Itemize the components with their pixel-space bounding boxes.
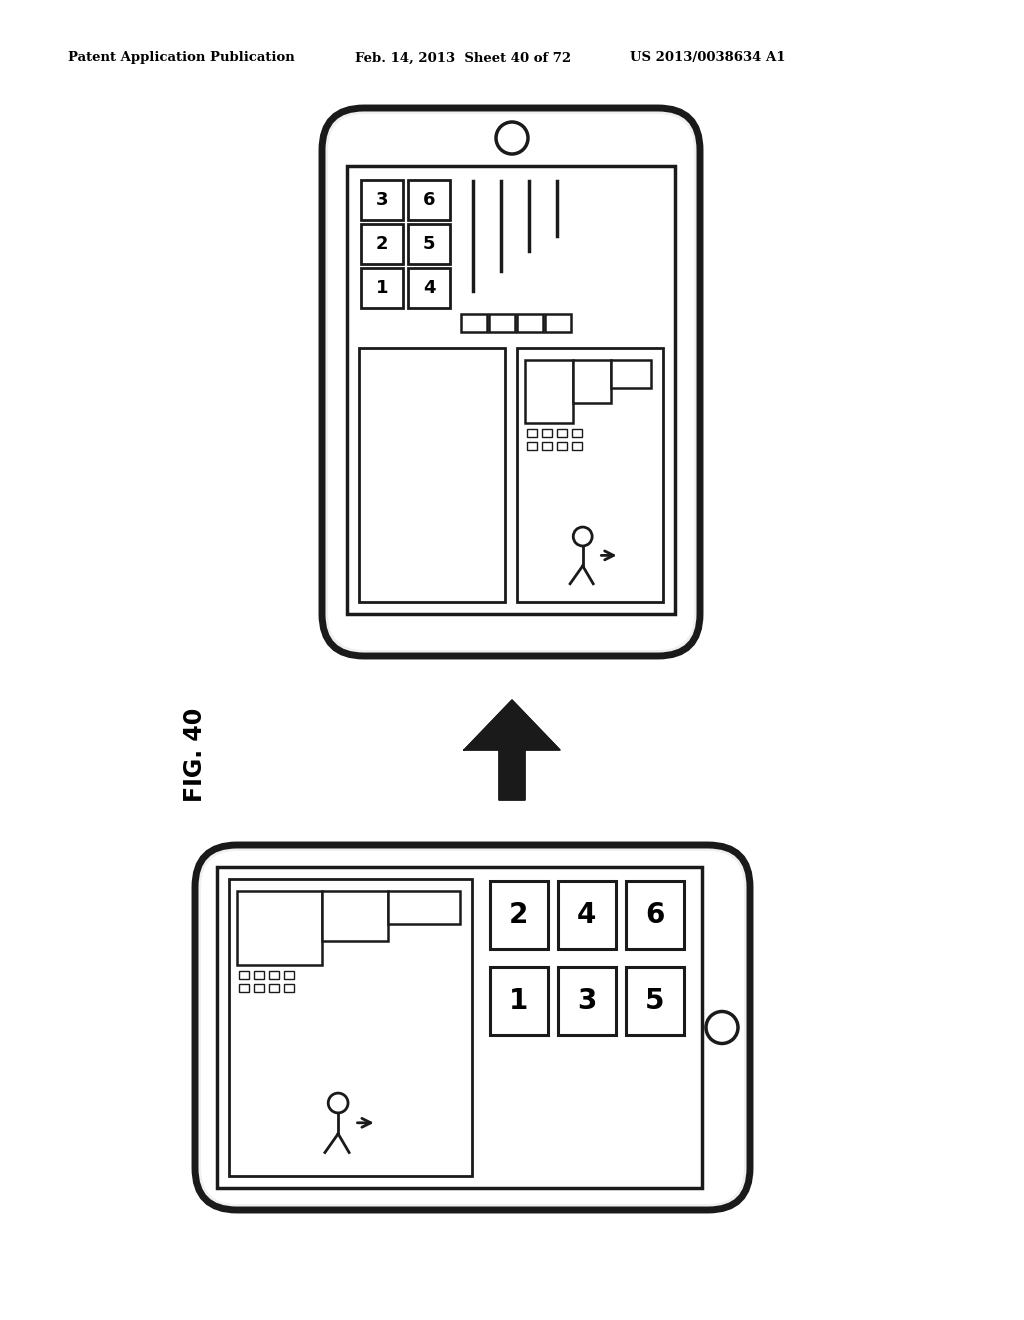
FancyBboxPatch shape: [195, 845, 750, 1210]
Bar: [489, 880, 548, 949]
FancyBboxPatch shape: [322, 108, 700, 656]
Text: 5: 5: [423, 235, 435, 253]
Text: 4: 4: [577, 902, 596, 929]
Bar: [517, 348, 663, 602]
Text: 3: 3: [577, 987, 596, 1015]
Bar: [217, 867, 702, 1188]
Bar: [239, 983, 249, 991]
Bar: [557, 429, 567, 437]
Text: 1: 1: [509, 987, 528, 1015]
Bar: [489, 314, 515, 333]
Bar: [527, 429, 537, 437]
Bar: [269, 970, 279, 978]
Bar: [408, 268, 450, 308]
Text: 6: 6: [423, 191, 435, 209]
Polygon shape: [464, 700, 560, 800]
Text: 1: 1: [376, 279, 388, 297]
Bar: [489, 968, 548, 1035]
Bar: [461, 314, 487, 333]
Bar: [545, 314, 571, 333]
Text: FIG. 40: FIG. 40: [183, 708, 207, 803]
Bar: [557, 442, 567, 450]
FancyBboxPatch shape: [201, 851, 744, 1204]
Bar: [284, 970, 294, 978]
Bar: [572, 442, 582, 450]
Bar: [572, 429, 582, 437]
Bar: [239, 970, 249, 978]
Bar: [388, 891, 460, 924]
Bar: [542, 429, 552, 437]
Bar: [359, 348, 505, 602]
Bar: [254, 970, 264, 978]
Text: 2: 2: [376, 235, 388, 253]
Text: US 2013/0038634 A1: US 2013/0038634 A1: [630, 51, 785, 65]
Bar: [542, 442, 552, 450]
Text: 3: 3: [376, 191, 388, 209]
Bar: [361, 268, 403, 308]
FancyBboxPatch shape: [328, 114, 694, 649]
Bar: [527, 442, 537, 450]
Bar: [361, 180, 403, 220]
Text: 2: 2: [509, 902, 528, 929]
Bar: [557, 880, 615, 949]
Bar: [408, 224, 450, 264]
Bar: [361, 224, 403, 264]
Bar: [610, 360, 651, 388]
Text: Patent Application Publication: Patent Application Publication: [68, 51, 295, 65]
Bar: [284, 983, 294, 991]
Bar: [347, 166, 675, 614]
Bar: [254, 983, 264, 991]
Bar: [269, 983, 279, 991]
Bar: [626, 968, 683, 1035]
Text: 5: 5: [645, 987, 665, 1015]
Bar: [525, 360, 572, 422]
Bar: [322, 891, 388, 941]
Bar: [408, 180, 450, 220]
Bar: [557, 968, 615, 1035]
Bar: [626, 880, 683, 949]
Bar: [237, 891, 322, 965]
Text: Feb. 14, 2013  Sheet 40 of 72: Feb. 14, 2013 Sheet 40 of 72: [355, 51, 571, 65]
Text: 4: 4: [423, 279, 435, 297]
Bar: [572, 360, 610, 403]
Bar: [229, 879, 471, 1176]
Bar: [517, 314, 543, 333]
Text: 6: 6: [645, 902, 665, 929]
